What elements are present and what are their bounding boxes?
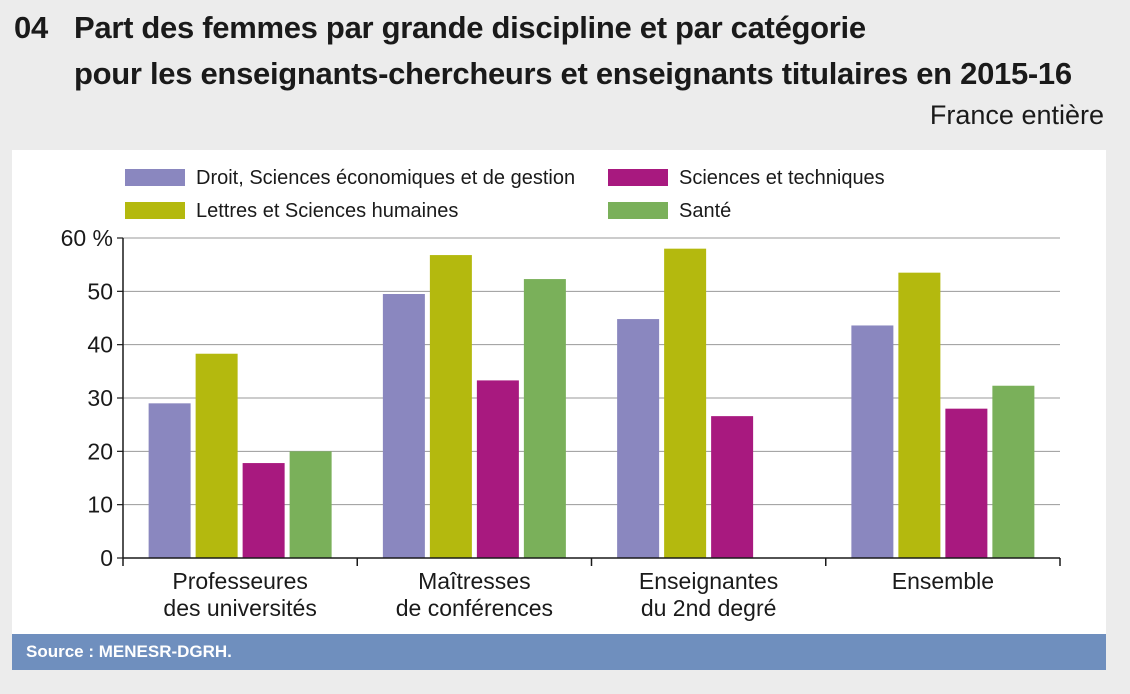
y-tick-label: 40 xyxy=(87,332,113,358)
chart-title-line-1: Part des femmes par grande discipline et… xyxy=(74,10,866,45)
y-tick-label: 30 xyxy=(87,385,113,411)
chart-subtitle: France entière xyxy=(929,100,1104,130)
bar xyxy=(289,451,332,558)
source-note: Source : MENESR-DGRH. xyxy=(12,634,1106,670)
bar xyxy=(945,408,988,558)
legend: Droit, Sciences économiques et de gestio… xyxy=(125,167,885,222)
legend-swatch xyxy=(608,169,668,186)
bar xyxy=(523,279,566,558)
x-tick-label-line: Enseignantes xyxy=(639,568,778,594)
bar xyxy=(195,353,238,558)
x-tick-label: Enseignantes du 2nd degré xyxy=(639,568,778,621)
bar xyxy=(429,255,472,559)
x-tick-label-line: du 2nd degré xyxy=(641,595,777,621)
legend-label: Santé xyxy=(679,200,731,222)
bar xyxy=(242,463,285,558)
y-axis-labels: 0 10 20 30 40 50 60 % xyxy=(61,225,113,571)
bar xyxy=(148,403,191,558)
legend-swatch xyxy=(125,169,185,186)
bar xyxy=(617,319,660,558)
axes xyxy=(122,238,1061,566)
chart-panel: Droit, Sciences économiques et de gestio… xyxy=(12,150,1106,634)
x-tick-label-line: Maîtresses xyxy=(418,568,530,594)
x-tick-label-line: Ensemble xyxy=(892,568,994,594)
y-tick-label: 0 xyxy=(100,545,113,571)
y-tick-label: 60 % xyxy=(61,225,113,251)
x-tick-label: Ensemble xyxy=(892,568,994,594)
x-tick-label: Maîtresses de conférences xyxy=(396,568,553,621)
bar xyxy=(476,380,519,558)
x-tick-label-line: des universités xyxy=(163,595,316,621)
x-axis-labels: Professeures des universités Maîtresses de … xyxy=(163,568,994,621)
bar-chart: Droit, Sciences économiques et de gestio… xyxy=(61,167,1061,621)
legend-label: Droit, Sciences économiques et de gestio… xyxy=(196,167,575,189)
bar xyxy=(664,248,707,558)
x-tick-label: Professeures des universités xyxy=(163,568,316,621)
bar xyxy=(851,325,894,558)
x-tick-label-line: de conférences xyxy=(396,595,553,621)
y-tick-label: 10 xyxy=(87,492,113,518)
bar xyxy=(711,416,754,558)
legend-label: Lettres et Sciences humaines xyxy=(196,200,458,222)
bar xyxy=(898,272,941,558)
y-tick-label: 20 xyxy=(87,438,113,464)
bar xyxy=(992,385,1035,558)
legend-swatch xyxy=(608,202,668,219)
legend-swatch xyxy=(125,202,185,219)
bars xyxy=(148,248,1035,559)
y-tick-label: 50 xyxy=(87,278,113,304)
chart-title-line-2: pour les enseignants-chercheurs et ensei… xyxy=(74,56,1072,91)
bar xyxy=(382,294,425,558)
x-tick-label-line: Professeures xyxy=(172,568,308,594)
figure-number: 04 xyxy=(14,10,48,45)
legend-label: Sciences et techniques xyxy=(679,167,885,189)
